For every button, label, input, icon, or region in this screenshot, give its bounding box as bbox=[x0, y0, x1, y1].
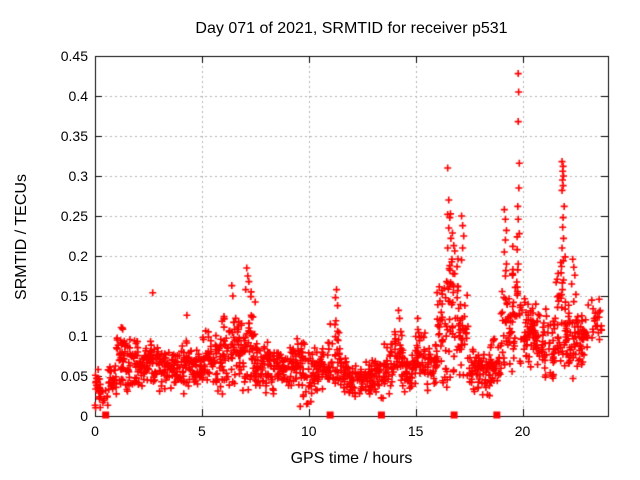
y-tick-label: 0.1 bbox=[68, 328, 88, 344]
x-tick-label: 10 bbox=[300, 423, 317, 439]
y-tick-label: 0.45 bbox=[60, 48, 88, 64]
x-tick-label: 15 bbox=[407, 423, 424, 439]
x-axis-label: GPS time / hours bbox=[290, 450, 413, 467]
y-tick-label: 0.3 bbox=[68, 168, 88, 184]
y-tick-label: 0.2 bbox=[68, 248, 88, 264]
y-tick-label: 0.4 bbox=[68, 88, 88, 104]
y-tick-label: 0 bbox=[80, 408, 88, 424]
x-tick-label: 20 bbox=[514, 423, 531, 439]
x-tick-label: 5 bbox=[197, 423, 206, 439]
y-tick-label: 0.35 bbox=[60, 128, 88, 144]
y-tick-label: 0.15 bbox=[60, 288, 88, 304]
x-tick-label: 0 bbox=[91, 423, 99, 439]
chart-title: Day 071 of 2021, SRMTID for receiver p53… bbox=[195, 20, 508, 37]
y-tick-label: 0.25 bbox=[60, 208, 88, 224]
y-tick-label: 0.05 bbox=[60, 368, 88, 384]
